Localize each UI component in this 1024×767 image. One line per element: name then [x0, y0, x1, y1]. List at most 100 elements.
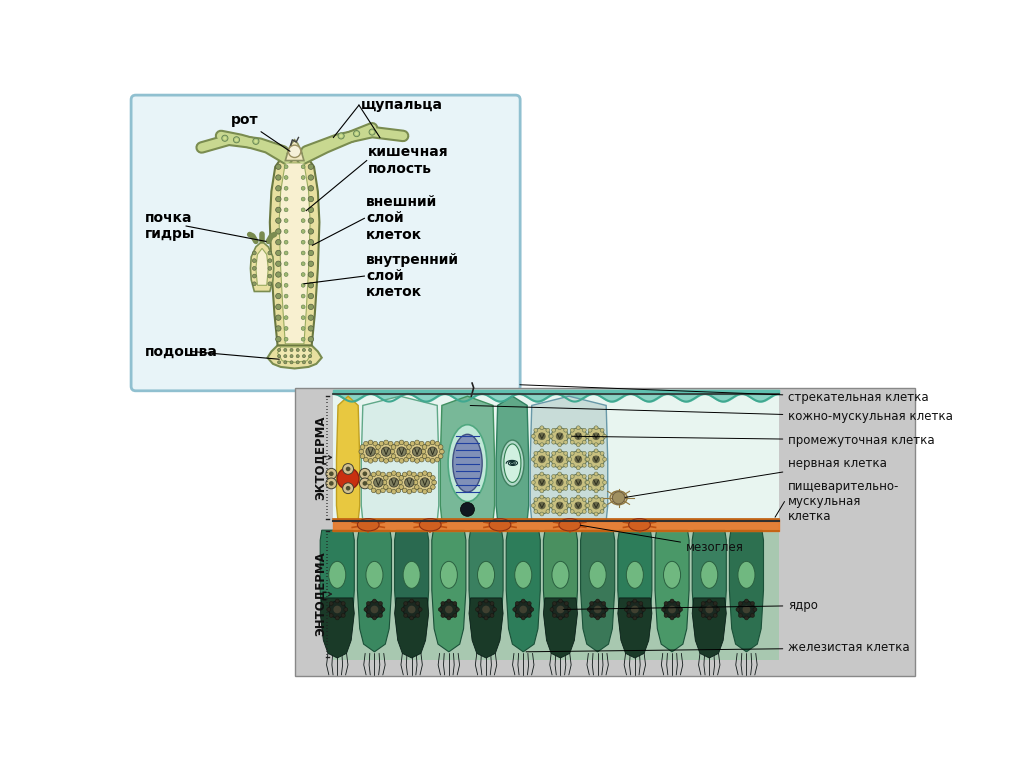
- Circle shape: [587, 607, 591, 611]
- Circle shape: [513, 607, 517, 611]
- Circle shape: [308, 282, 313, 288]
- Circle shape: [424, 449, 429, 454]
- Circle shape: [531, 434, 536, 438]
- Circle shape: [639, 614, 643, 617]
- Circle shape: [308, 261, 313, 266]
- Circle shape: [399, 476, 403, 480]
- Circle shape: [592, 456, 600, 463]
- Circle shape: [372, 472, 376, 477]
- Circle shape: [376, 454, 381, 459]
- Circle shape: [308, 348, 311, 351]
- Circle shape: [416, 614, 420, 617]
- Circle shape: [627, 601, 631, 605]
- Circle shape: [415, 485, 419, 489]
- Circle shape: [285, 327, 288, 331]
- Circle shape: [396, 488, 400, 492]
- Circle shape: [414, 480, 418, 485]
- Circle shape: [574, 456, 583, 463]
- Circle shape: [346, 466, 350, 471]
- Circle shape: [564, 428, 567, 432]
- Circle shape: [531, 480, 536, 484]
- Circle shape: [552, 498, 556, 502]
- Circle shape: [600, 509, 604, 513]
- Circle shape: [594, 495, 598, 499]
- Circle shape: [384, 459, 388, 463]
- Circle shape: [515, 614, 519, 617]
- Circle shape: [475, 607, 479, 611]
- Circle shape: [368, 485, 373, 489]
- Ellipse shape: [329, 561, 346, 588]
- Circle shape: [301, 176, 305, 179]
- Circle shape: [478, 601, 482, 605]
- Circle shape: [377, 443, 395, 461]
- Circle shape: [438, 607, 442, 611]
- Circle shape: [633, 599, 637, 603]
- Circle shape: [546, 428, 550, 432]
- Circle shape: [268, 251, 271, 255]
- Circle shape: [285, 240, 288, 244]
- Text: внешний
слой
клеток: внешний слой клеток: [366, 195, 437, 242]
- Polygon shape: [256, 249, 268, 285]
- Circle shape: [275, 282, 281, 288]
- Circle shape: [625, 607, 629, 611]
- Circle shape: [308, 239, 313, 245]
- Circle shape: [374, 478, 383, 487]
- Circle shape: [577, 443, 581, 446]
- Circle shape: [566, 434, 570, 438]
- Circle shape: [440, 601, 458, 618]
- Circle shape: [360, 445, 365, 449]
- Circle shape: [577, 449, 581, 453]
- Circle shape: [438, 454, 443, 459]
- Circle shape: [376, 445, 381, 449]
- Circle shape: [602, 601, 605, 605]
- Circle shape: [420, 441, 424, 446]
- Circle shape: [577, 495, 581, 499]
- Circle shape: [371, 130, 374, 133]
- Circle shape: [412, 472, 417, 477]
- Circle shape: [438, 445, 443, 449]
- Circle shape: [441, 614, 444, 617]
- Circle shape: [372, 488, 376, 492]
- Circle shape: [382, 480, 387, 485]
- Circle shape: [589, 601, 606, 618]
- Circle shape: [558, 426, 561, 430]
- Circle shape: [388, 441, 393, 446]
- Circle shape: [633, 616, 637, 620]
- Circle shape: [600, 498, 604, 502]
- Circle shape: [422, 454, 427, 459]
- Circle shape: [234, 138, 238, 141]
- Circle shape: [373, 616, 377, 620]
- Circle shape: [343, 463, 353, 474]
- Circle shape: [379, 614, 382, 617]
- Circle shape: [397, 480, 402, 485]
- Circle shape: [736, 607, 740, 611]
- Circle shape: [439, 449, 444, 454]
- Circle shape: [366, 447, 375, 456]
- Circle shape: [552, 428, 556, 432]
- Circle shape: [344, 607, 348, 611]
- Circle shape: [285, 262, 288, 265]
- Circle shape: [428, 447, 437, 456]
- Circle shape: [392, 454, 396, 459]
- Circle shape: [329, 601, 346, 618]
- Circle shape: [676, 601, 680, 605]
- Circle shape: [308, 164, 313, 170]
- Circle shape: [376, 454, 380, 459]
- Circle shape: [408, 445, 412, 449]
- Circle shape: [662, 607, 666, 611]
- Circle shape: [435, 441, 439, 446]
- Circle shape: [301, 208, 305, 212]
- Circle shape: [568, 434, 571, 438]
- Circle shape: [285, 272, 288, 276]
- Circle shape: [420, 457, 424, 462]
- Circle shape: [550, 607, 554, 611]
- Circle shape: [590, 614, 594, 617]
- Polygon shape: [506, 530, 541, 652]
- Circle shape: [275, 218, 281, 223]
- Circle shape: [421, 449, 426, 454]
- Circle shape: [540, 466, 544, 469]
- Circle shape: [445, 606, 453, 614]
- Circle shape: [308, 250, 313, 255]
- Circle shape: [527, 614, 531, 617]
- Circle shape: [385, 480, 390, 485]
